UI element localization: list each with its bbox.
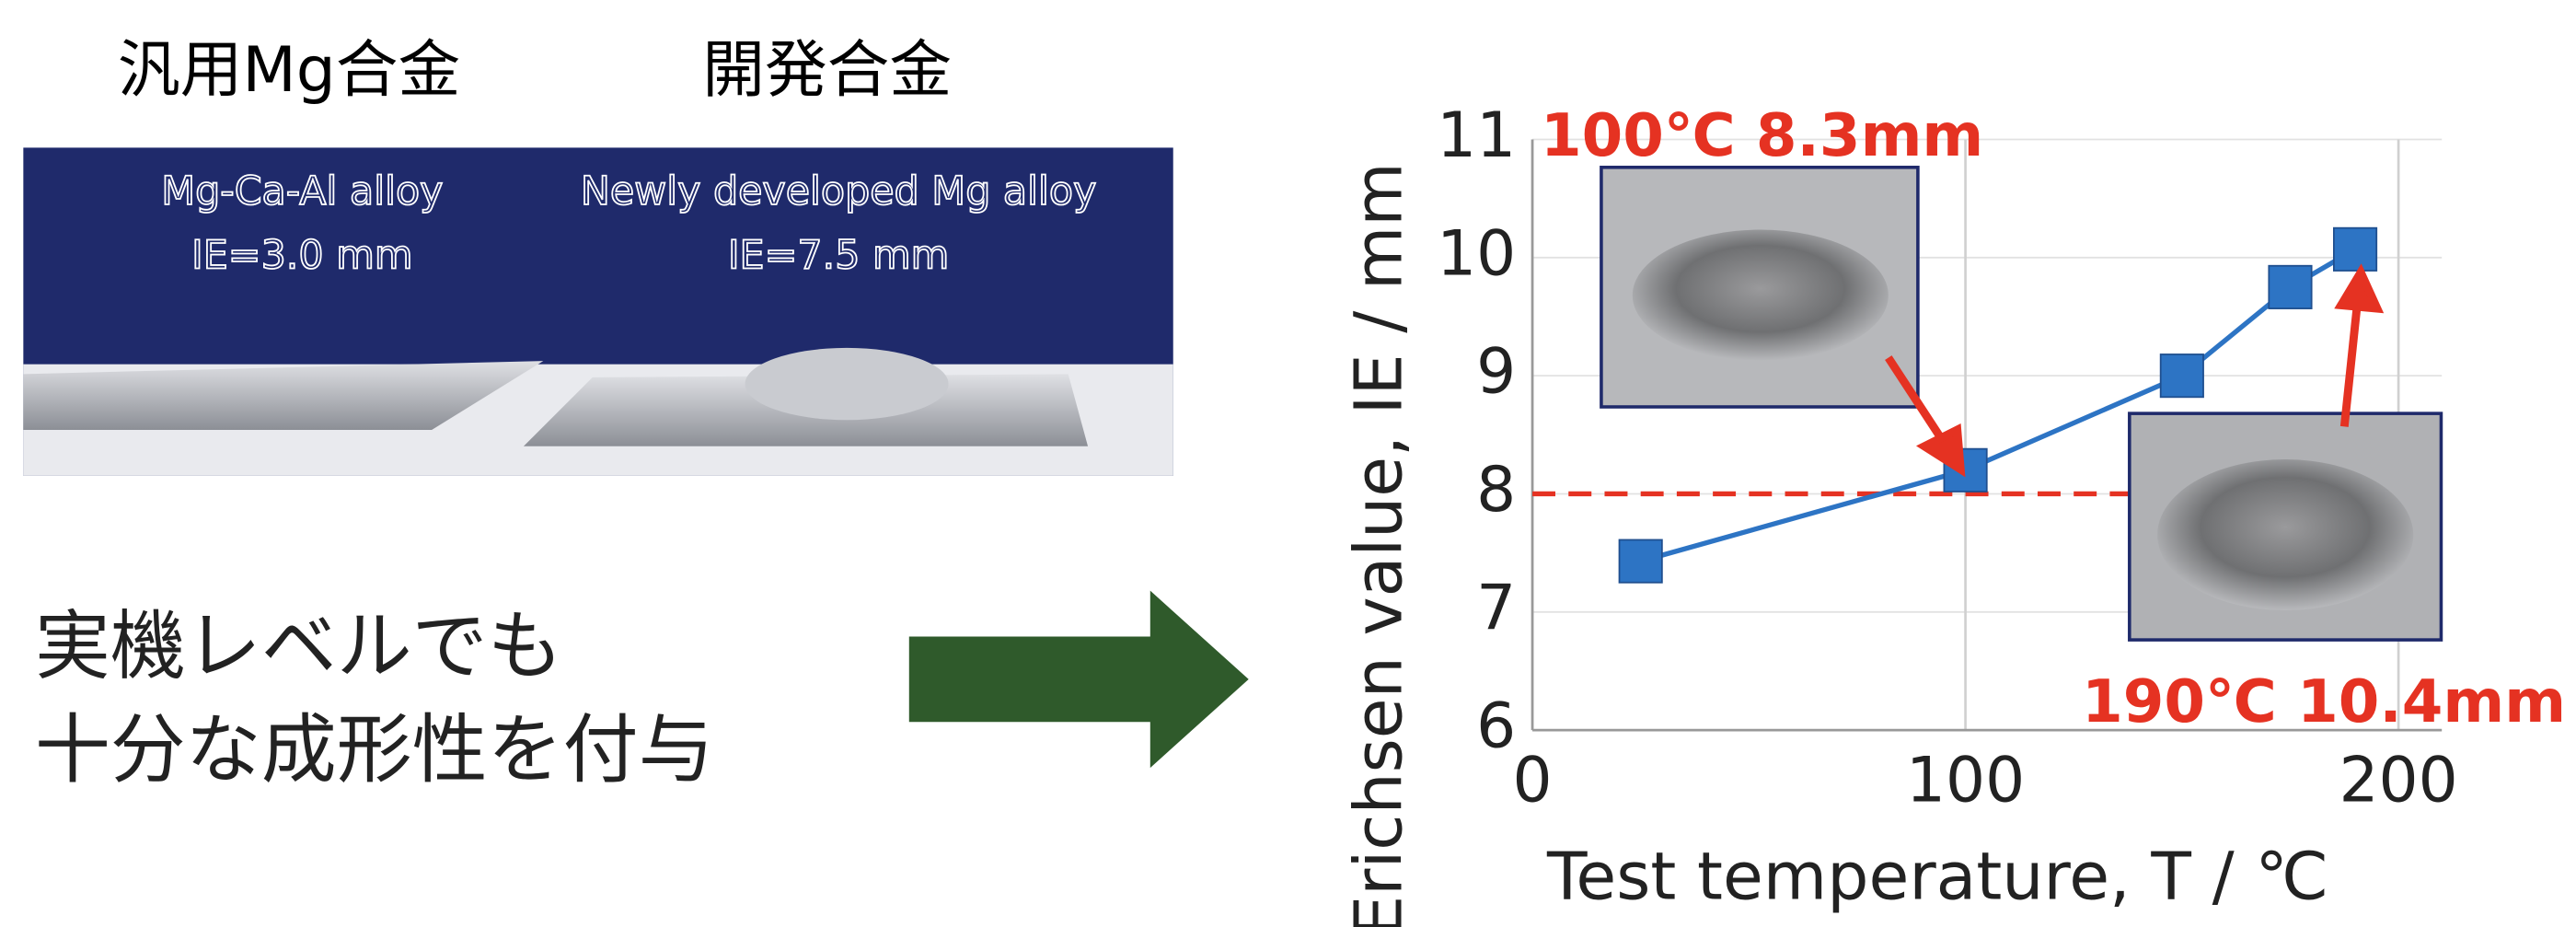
inset-dome bbox=[1633, 230, 1889, 362]
marker bbox=[2269, 266, 2311, 308]
arrow bbox=[909, 591, 1249, 768]
dome bbox=[745, 348, 949, 420]
marker bbox=[2334, 228, 2376, 271]
y-tick-label: 7 bbox=[1476, 571, 1516, 643]
y-axis-title: Erichsen value, IE / mm bbox=[1340, 162, 1416, 927]
y-tick-label: 9 bbox=[1476, 335, 1516, 408]
annotation: 190℃ 10.4mm bbox=[2082, 667, 2566, 736]
x-tick-label: 100 bbox=[1906, 743, 2025, 816]
marker bbox=[2161, 354, 2203, 397]
photo-caption: Newly developed Mg alloy bbox=[581, 168, 1096, 214]
x-tick-label: 200 bbox=[2339, 743, 2457, 816]
inset-dome bbox=[2157, 459, 2413, 610]
photo-label: 開発合金 bbox=[702, 33, 952, 106]
photo-caption: Mg-Ca-Al alloy bbox=[161, 168, 443, 214]
y-tick-label: 11 bbox=[1437, 98, 1516, 171]
x-tick-label: 0 bbox=[1513, 743, 1553, 816]
y-tick-label: 6 bbox=[1476, 689, 1516, 762]
y-tick-label: 10 bbox=[1437, 216, 1516, 289]
photo-caption: IE=7.5 mm bbox=[728, 232, 949, 278]
y-tick-label: 8 bbox=[1476, 453, 1516, 526]
figure: 汎用Mg合金 開発合金 Mg-Ca-Al alloy IE=3.0 mm New… bbox=[0, 0, 2576, 927]
message: 十分な成形性を付与 bbox=[35, 706, 714, 794]
callout-arrow bbox=[2344, 302, 2357, 426]
photo-caption: IE=3.0 mm bbox=[191, 232, 412, 278]
callout-arrowhead bbox=[2341, 272, 2377, 308]
page: {"photo": {"labels": ["汎用Mg合金", "開発合金"],… bbox=[0, 0, 2576, 927]
marker bbox=[1620, 539, 1662, 582]
x-axis-title: Test temperature, T / ℃ bbox=[1546, 839, 2328, 915]
photo-label: 汎用Mg合金 bbox=[118, 33, 460, 106]
inset-photo bbox=[1601, 168, 2442, 640]
callout-arrowhead bbox=[1924, 430, 1960, 469]
message: 実機レベルでも bbox=[35, 603, 563, 690]
annotation: 100℃ 8.3mm bbox=[1541, 101, 1983, 170]
